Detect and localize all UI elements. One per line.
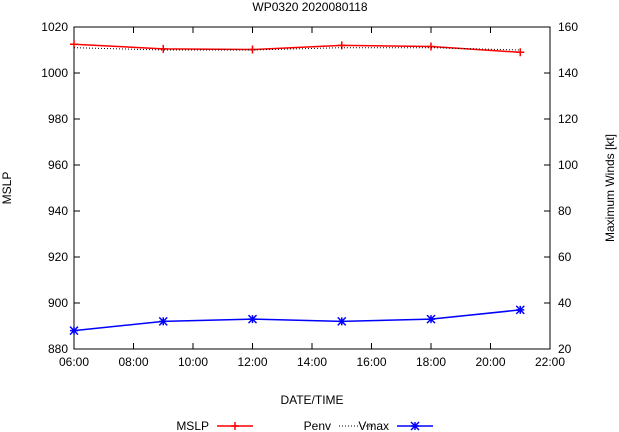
series-vmax <box>69 305 525 336</box>
x-tick-label: 06:00 <box>59 355 89 369</box>
legend-label-penv: Penv <box>304 419 331 432</box>
y-axis-title: MSLP <box>0 172 14 205</box>
y-tick-label: 1020 <box>41 20 68 34</box>
y2-tick-label: 160 <box>558 20 578 34</box>
y2-tick-label: 80 <box>558 204 572 218</box>
ticks-layer: 880 900 920 940 960 980 1000 1020 20 40 60 80 100 120… <box>41 20 578 369</box>
y2-tick-label: 60 <box>558 250 572 264</box>
y2-tick-label: 120 <box>558 112 578 126</box>
legend-marker-mslp <box>231 422 239 430</box>
series-line-mslp <box>73 43 521 54</box>
y-tick-label: 920 <box>48 250 68 264</box>
legend-label-vmax: Vmax <box>358 419 389 432</box>
x-tick-label: 16:00 <box>356 355 386 369</box>
y-tick-label: 1000 <box>41 66 68 80</box>
data-point-vmax <box>515 305 525 315</box>
chart-title: WP0320 2020080118 <box>252 0 368 14</box>
data-point-mslp <box>516 48 525 57</box>
legend-label-mslp: MSLP <box>176 419 209 432</box>
x-axis-title: DATE/TIME <box>280 393 343 407</box>
series-layer <box>69 40 525 336</box>
data-point-vmax <box>69 326 79 336</box>
data-point-mslp <box>427 42 435 51</box>
y-tick-label: 960 <box>48 158 68 172</box>
data-point-vmax <box>426 314 436 324</box>
y2-axis-title: Maximum Winds [kt] <box>603 134 617 242</box>
y-tick-label: 900 <box>48 296 68 310</box>
legend-marker-vmax <box>410 421 420 431</box>
y-tick-label: 980 <box>48 112 68 126</box>
legend: MSLP Penv Vmax <box>176 419 433 432</box>
y-tick-label: 940 <box>48 204 68 218</box>
x-tick-label: 10:00 <box>178 355 208 369</box>
x-tick-label: 14:00 <box>297 355 327 369</box>
y2-tick-label: 100 <box>558 158 578 172</box>
plot-frame <box>73 26 551 350</box>
data-point-mslp <box>248 45 257 54</box>
data-point-vmax <box>158 316 168 326</box>
data-point-mslp <box>159 44 168 53</box>
data-point-mslp <box>70 40 78 49</box>
data-point-vmax <box>247 314 258 324</box>
y2-tick-label: 140 <box>558 66 578 80</box>
x-tick-label: 20:00 <box>475 355 505 369</box>
x-tick-label: 08:00 <box>118 355 148 369</box>
y-tick-label: 880 <box>48 342 68 356</box>
series-mslp <box>70 40 525 57</box>
data-point-vmax <box>337 316 347 326</box>
y2-tick-label: 20 <box>558 342 572 356</box>
series-line-vmax <box>73 309 521 332</box>
x-tick-label: 22:00 <box>535 355 565 369</box>
x-tick-label: 12:00 <box>237 355 267 369</box>
y2-tick-label: 40 <box>558 296 572 310</box>
x-tick-label: 18:00 <box>416 355 446 369</box>
